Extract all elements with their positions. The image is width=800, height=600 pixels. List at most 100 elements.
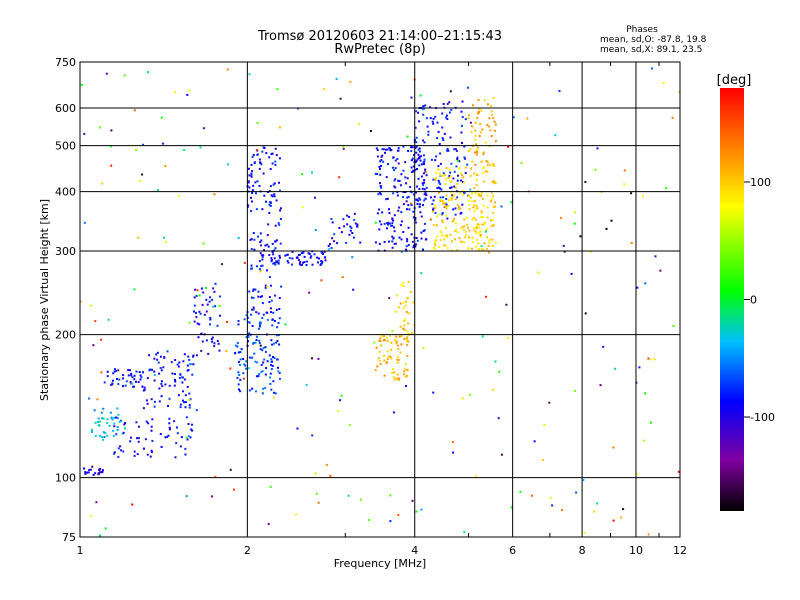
data-point [448, 199, 450, 202]
data-point [103, 436, 106, 438]
data-point [255, 192, 257, 195]
data-point [306, 260, 309, 263]
data-point [414, 218, 417, 221]
data-point [124, 384, 127, 387]
data-point [320, 251, 323, 254]
data-point [267, 522, 270, 525]
data-point [110, 129, 113, 132]
data-point [109, 145, 112, 148]
data-point [460, 124, 463, 127]
data-point [150, 451, 153, 453]
data-point [378, 208, 381, 211]
data-point [405, 200, 408, 203]
data-point [418, 205, 421, 208]
data-point [433, 195, 436, 198]
data-point [252, 153, 255, 156]
data-point [475, 204, 478, 207]
data-point [237, 237, 240, 239]
data-point [91, 431, 93, 433]
data-point [275, 239, 278, 242]
data-point [550, 496, 553, 499]
data-point [490, 110, 493, 113]
data-point [406, 332, 409, 335]
data-point [622, 508, 625, 511]
data-point [350, 226, 353, 229]
data-point [131, 376, 134, 379]
data-point [471, 218, 474, 221]
data-point [487, 251, 490, 254]
data-point [423, 141, 426, 144]
data-point [379, 173, 382, 176]
data-point [451, 194, 454, 197]
data-point [252, 308, 255, 311]
data-point [414, 217, 417, 219]
data-point [476, 239, 479, 241]
data-point [342, 146, 345, 148]
data-point [278, 317, 281, 320]
data-point [460, 131, 463, 134]
data-point [91, 465, 94, 468]
data-point [303, 255, 306, 258]
data-point [88, 397, 91, 400]
data-point [380, 344, 382, 347]
data-point [137, 381, 140, 384]
data-point [269, 201, 272, 204]
data-point [164, 383, 167, 386]
data-point [394, 339, 397, 342]
data-point [464, 172, 467, 174]
data-point [490, 200, 492, 203]
data-point [259, 348, 262, 351]
data-point [422, 113, 425, 116]
data-point [273, 195, 276, 198]
data-point [396, 149, 399, 152]
data-point [405, 340, 408, 342]
data-point [324, 256, 326, 259]
data-point [185, 495, 188, 498]
data-point [188, 89, 191, 92]
data-point [248, 321, 251, 324]
data-point [473, 187, 476, 189]
data-point [467, 117, 470, 120]
data-point [434, 243, 437, 246]
data-point [104, 432, 107, 435]
data-point [386, 340, 389, 343]
data-point [117, 413, 120, 416]
data-point [377, 357, 380, 360]
data-point [356, 223, 359, 226]
data-point [274, 247, 277, 250]
data-point [385, 336, 388, 339]
data-point [445, 227, 447, 230]
data-point [271, 242, 274, 245]
data-point [278, 254, 281, 257]
data-point [432, 209, 434, 212]
data-point [113, 416, 116, 419]
data-point [610, 219, 613, 222]
data-point [106, 418, 109, 421]
data-point [491, 113, 494, 116]
data-point [421, 182, 424, 185]
data-point [450, 180, 453, 183]
data-point [612, 519, 615, 522]
data-point [186, 438, 189, 441]
data-point [460, 110, 463, 113]
data-point [263, 147, 266, 149]
data-point [468, 195, 471, 198]
data-point [466, 226, 469, 229]
data-point [115, 433, 118, 436]
data-point [327, 245, 330, 247]
data-point [266, 285, 269, 288]
data-point [92, 473, 95, 476]
data-point [237, 351, 240, 354]
data-point [250, 267, 253, 270]
data-point [105, 72, 108, 75]
data-point [423, 229, 426, 232]
data-point [385, 176, 388, 179]
data-point [412, 216, 415, 219]
data-point [537, 271, 540, 274]
data-point [480, 192, 483, 195]
data-point [377, 193, 380, 196]
data-point [436, 121, 439, 124]
data-point [186, 369, 189, 372]
